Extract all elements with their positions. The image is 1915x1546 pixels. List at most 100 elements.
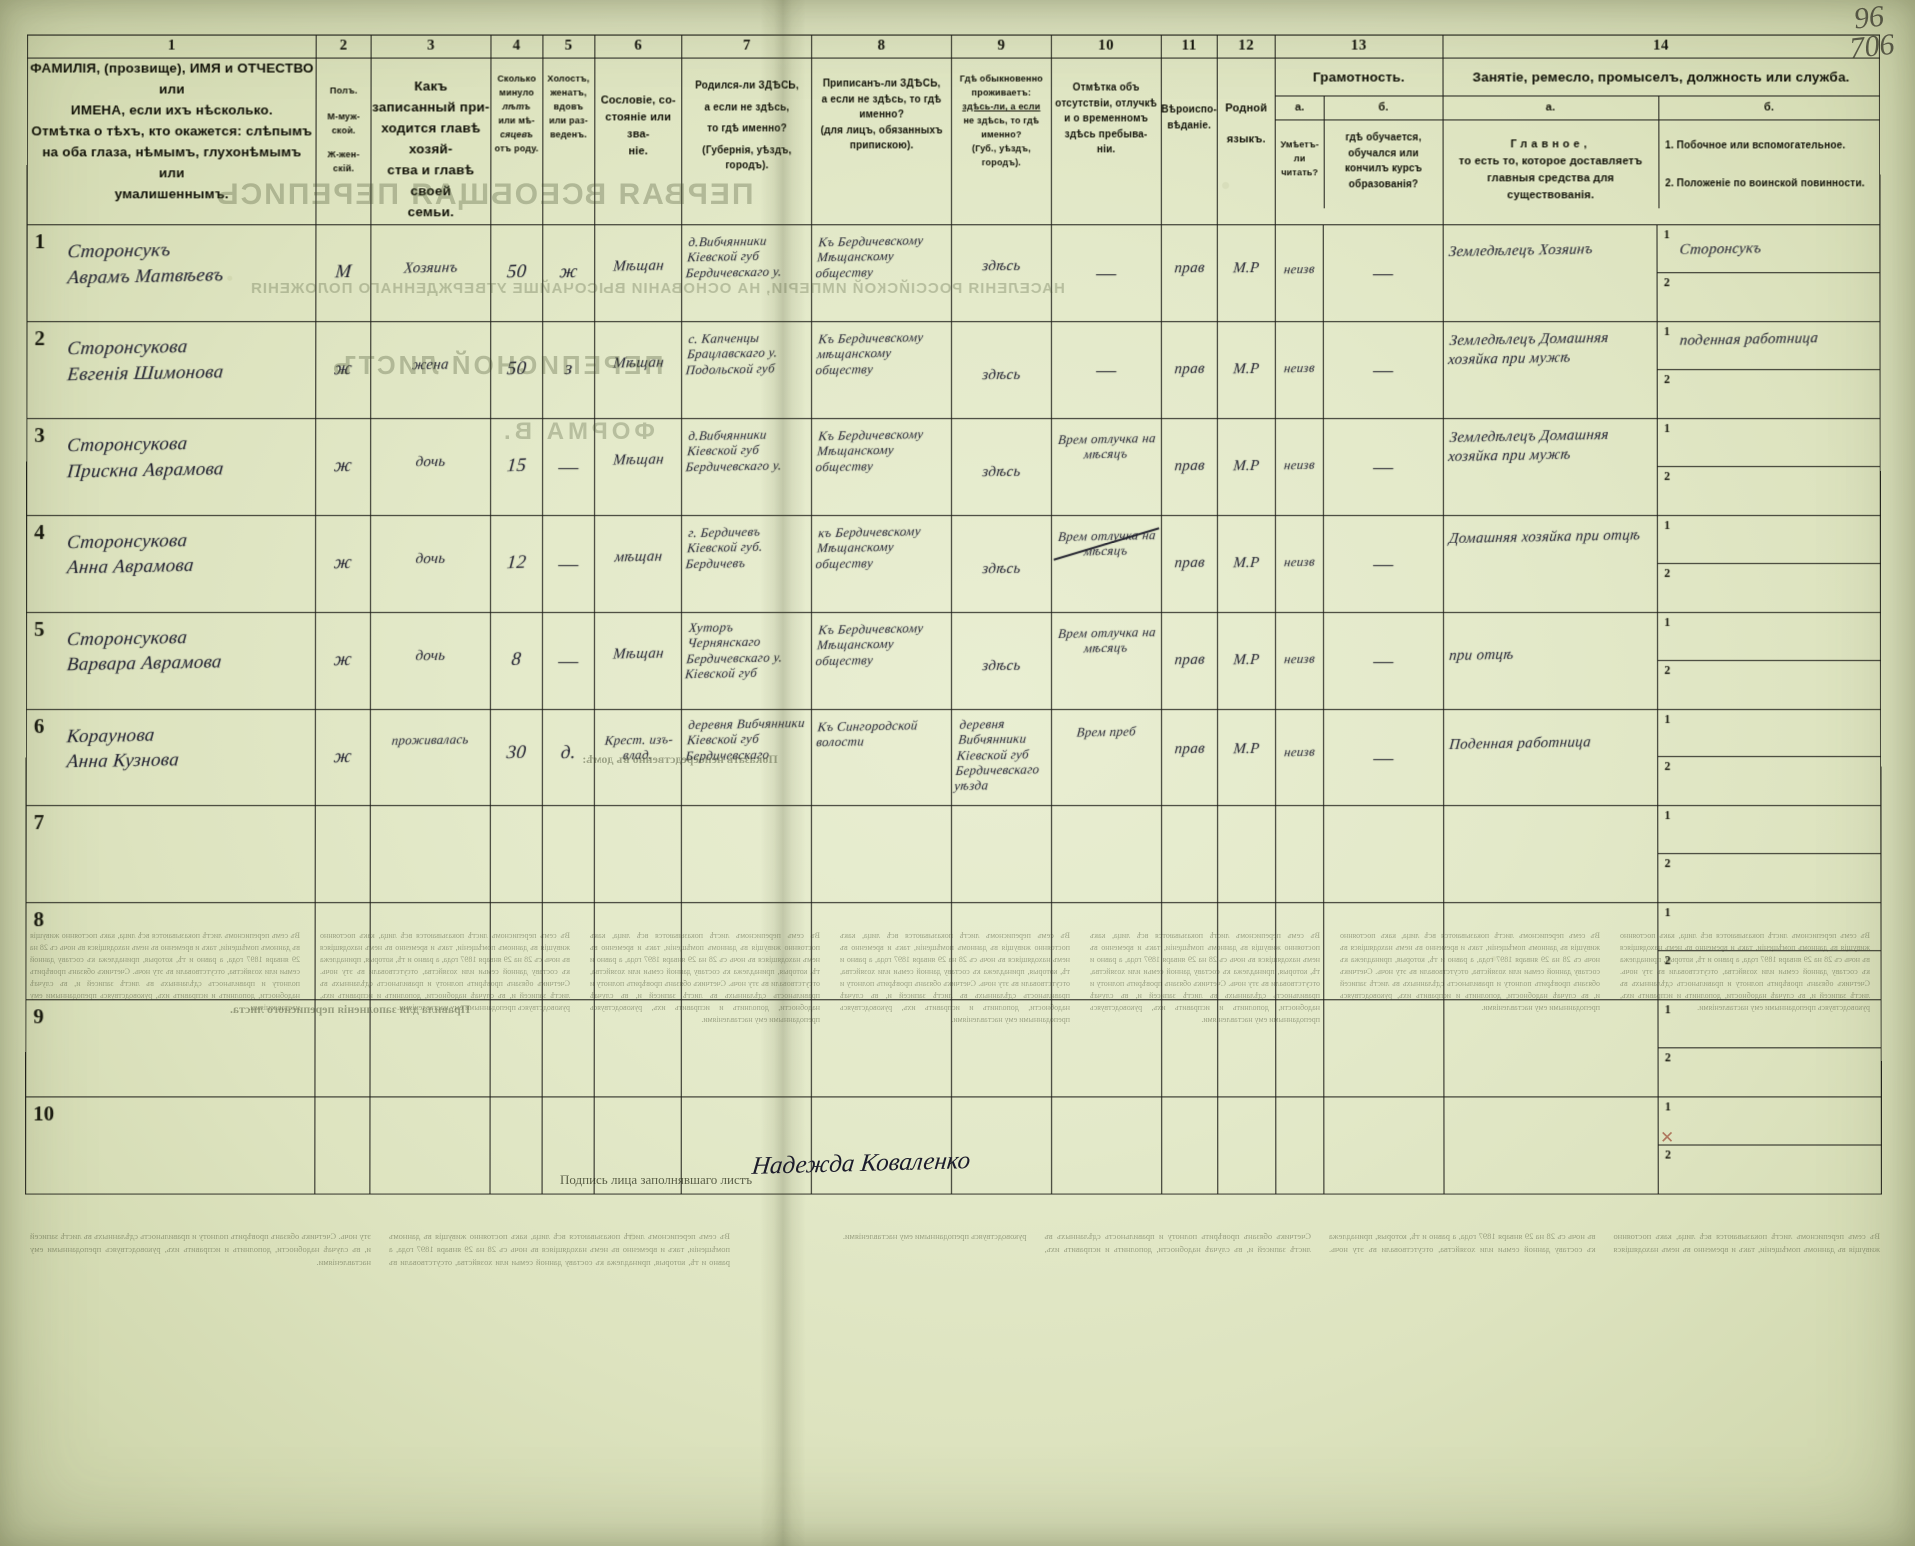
cell-occupation-main[interactable]: Земледѣлецъ Домашняя хозяйка при мужѣ <box>1442 418 1658 516</box>
cell-language[interactable]: М.Р <box>1217 224 1276 322</box>
cell-age[interactable] <box>490 805 543 903</box>
cell-religion[interactable]: прав <box>1161 709 1218 806</box>
cell-absence[interactable]: — <box>1051 224 1161 322</box>
cell-marital[interactable] <box>541 999 594 1097</box>
cell-language[interactable]: М.Р <box>1217 709 1276 806</box>
cell-birthplace[interactable]: Хуторъ Чернянскаго Бердичевскаго у. Кіев… <box>681 612 812 710</box>
cell-name[interactable]: 7 <box>26 805 316 903</box>
cell-estate[interactable] <box>593 902 682 1000</box>
cell-estate[interactable]: Крест. изъ-влад. <box>594 709 682 806</box>
cell-absence[interactable] <box>1051 805 1162 903</box>
cell-relation[interactable]: дочь <box>370 612 491 710</box>
cell-occupation-aux[interactable]: 1 2 <box>1657 612 1881 710</box>
cell-occupation-main[interactable]: Земледѣлецъ Домашняя хозяйка при мужѣ <box>1442 321 1658 419</box>
cell-residence[interactable]: здѣсь <box>951 515 1052 613</box>
cell-registered[interactable] <box>811 902 952 1000</box>
cell-absence[interactable] <box>1051 1096 1162 1195</box>
cell-residence[interactable] <box>951 805 1052 903</box>
cell-sex[interactable] <box>315 805 371 903</box>
cell-registered[interactable]: Къ Бердичевскому Мѣщанскому обществу <box>811 612 952 710</box>
table-row[interactable]: 9 1 2 <box>25 999 1882 1097</box>
cell-literacy-read[interactable] <box>1275 999 1324 1097</box>
cell-marital[interactable]: з <box>542 321 595 419</box>
cell-relation[interactable]: жена <box>370 321 491 419</box>
cell-literacy-school[interactable]: — <box>1323 418 1444 516</box>
cell-occupation-aux[interactable]: 1 2 <box>1657 709 1881 806</box>
cell-relation[interactable] <box>370 902 491 1000</box>
cell-age[interactable]: 12 <box>490 515 543 613</box>
cell-registered[interactable]: Къ Бердичевскому Мѣщанскому обществу <box>811 418 952 516</box>
cell-age[interactable] <box>489 902 542 1000</box>
table-row[interactable]: 7 1 2 <box>26 805 1881 903</box>
cell-absence[interactable]: Врем отлучка на мѣсяцъ <box>1051 515 1162 613</box>
cell-absence[interactable]: Врем отлучка на мѣсяцъ <box>1051 612 1162 710</box>
cell-birthplace[interactable] <box>681 805 812 903</box>
cell-relation[interactable]: дочь <box>370 418 491 516</box>
cell-registered[interactable]: Къ Бердичевскому Мѣщанскому обществу <box>811 224 952 322</box>
cell-residence[interactable]: здѣсь <box>951 418 1052 516</box>
cell-occupation-aux[interactable]: 1 2 <box>1657 805 1881 903</box>
cell-marital[interactable]: д. <box>542 709 595 806</box>
cell-literacy-read[interactable] <box>1275 1096 1324 1195</box>
cell-literacy-read[interactable]: неизв <box>1275 515 1324 613</box>
cell-occupation-main[interactable] <box>1443 1096 1659 1195</box>
cell-registered[interactable] <box>811 805 952 903</box>
cell-absence[interactable]: Врем преб <box>1051 709 1162 806</box>
cell-occupation-main[interactable] <box>1443 805 1659 903</box>
cell-marital[interactable]: — <box>542 418 595 516</box>
cell-absence[interactable] <box>1051 902 1162 1000</box>
cell-age[interactable]: 8 <box>490 612 543 710</box>
cell-residence[interactable]: здѣсь <box>951 612 1052 710</box>
cell-age[interactable]: 50 <box>490 224 543 322</box>
cell-occupation-aux[interactable]: 1 2 <box>1657 418 1881 516</box>
cell-age[interactable] <box>489 1096 542 1195</box>
cell-religion[interactable] <box>1161 1096 1218 1195</box>
cell-marital[interactable]: ж <box>542 224 595 322</box>
cell-registered[interactable]: Къ Сингородской волости <box>811 709 952 806</box>
cell-residence[interactable]: деревня Вибчянники Кіевской губ Бердичев… <box>951 709 1052 806</box>
cell-residence[interactable]: здѣсь <box>951 224 1052 322</box>
table-row[interactable]: 10 1 2 <box>25 1096 1882 1195</box>
cell-residence[interactable] <box>951 999 1052 1097</box>
cell-name[interactable]: 8 <box>25 902 316 1000</box>
cell-sex[interactable] <box>315 999 371 1097</box>
cell-literacy-school[interactable] <box>1323 902 1444 1000</box>
cell-literacy-read[interactable] <box>1275 805 1324 903</box>
cell-sex[interactable]: ж <box>315 612 371 710</box>
cell-sex[interactable]: ж <box>315 321 371 419</box>
cell-language[interactable] <box>1217 1096 1276 1195</box>
cell-sex[interactable]: М <box>316 224 371 322</box>
cell-estate[interactable] <box>593 999 682 1097</box>
cell-occupation-aux[interactable]: 1 2 <box>1658 999 1882 1097</box>
cell-occupation-aux[interactable]: 1 Сторонсукъ 2 <box>1657 224 1881 322</box>
cell-religion[interactable]: прав <box>1161 515 1218 613</box>
table-row[interactable]: 2 Сторонсукова Евгенія Шимонова ж жена 5… <box>26 321 1881 419</box>
cell-religion[interactable]: прав <box>1161 418 1218 516</box>
cell-religion[interactable]: прав <box>1160 224 1218 322</box>
cell-religion[interactable] <box>1161 805 1218 903</box>
table-row[interactable]: 5 Сторонсукова Варвара Аврамова ж дочь 8… <box>26 612 1881 710</box>
cell-sex[interactable] <box>315 902 371 1000</box>
cell-literacy-school[interactable] <box>1323 805 1444 903</box>
cell-marital[interactable]: — <box>542 515 595 613</box>
cell-occupation-main[interactable] <box>1443 902 1659 1000</box>
cell-estate[interactable]: Мѣщан <box>594 612 682 710</box>
cell-religion[interactable] <box>1161 902 1218 1000</box>
cell-occupation-main[interactable]: Поденная работница <box>1443 709 1658 806</box>
cell-literacy-school[interactable]: — <box>1323 709 1444 806</box>
cell-occupation-main[interactable]: Домашняя хозяйка при отцѣ <box>1443 515 1658 613</box>
cell-literacy-read[interactable]: неизв <box>1275 709 1324 806</box>
cell-registered[interactable]: Къ Бердичевскому мѣщанскому обществу <box>811 321 952 419</box>
cell-age[interactable]: 15 <box>490 418 543 516</box>
cell-occupation-main[interactable] <box>1443 999 1659 1097</box>
cell-name[interactable]: 6 Кораунова Анна Кузнова <box>26 709 316 806</box>
cell-residence[interactable] <box>951 1096 1052 1195</box>
cell-literacy-read[interactable]: неизв <box>1275 418 1324 516</box>
cell-religion[interactable]: прав <box>1161 612 1218 710</box>
cell-occupation-aux[interactable]: 1 2 <box>1658 1096 1882 1195</box>
cell-estate[interactable]: мѣщан <box>594 515 683 613</box>
cell-name[interactable]: 5 Сторонсукова Варвара Аврамова <box>26 612 316 710</box>
cell-age[interactable]: 50 <box>490 321 543 419</box>
cell-marital[interactable] <box>541 902 594 1000</box>
cell-literacy-school[interactable]: — <box>1323 224 1443 322</box>
